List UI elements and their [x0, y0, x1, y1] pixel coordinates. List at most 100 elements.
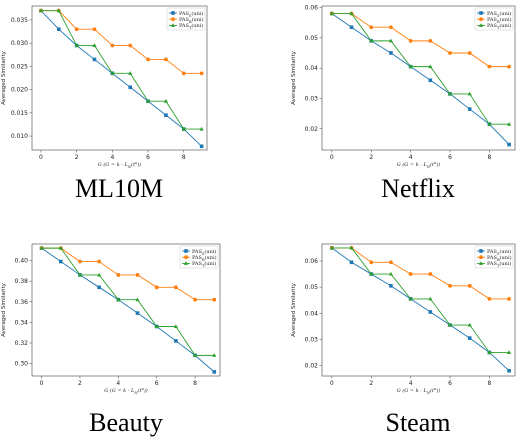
series-line	[41, 247, 215, 373]
data-point	[145, 99, 151, 103]
data-point	[154, 285, 159, 290]
data-point	[56, 8, 61, 13]
data-point	[199, 144, 204, 149]
data-point	[92, 57, 97, 62]
chart-panel-3: 0 2 4 6 8 0.30 0.32 0.34 0.36 0.38 0.40 G (G = k - …	[1, 243, 221, 437]
data-point	[389, 284, 393, 288]
data-point	[388, 271, 394, 276]
y-tick-label: 0.035	[11, 17, 28, 24]
data-point	[74, 27, 79, 32]
data-point	[507, 296, 511, 301]
series-line	[331, 13, 510, 125]
data-point	[349, 25, 354, 30]
x-tick-label: 6	[155, 380, 159, 387]
legend-box	[474, 245, 514, 269]
data-point	[38, 8, 44, 13]
data-point	[428, 38, 433, 43]
data-point	[199, 126, 204, 131]
data-point	[58, 259, 63, 264]
y-tick-label: 0.03	[305, 336, 319, 343]
x-tick-label: 2	[75, 154, 79, 161]
data-point	[507, 142, 511, 147]
x-axis-label: G (G = k - LN(tu))	[104, 387, 148, 395]
data-point	[349, 11, 354, 16]
y-tick-label: 0.30	[15, 361, 29, 368]
data-point	[506, 122, 512, 126]
data-point	[329, 11, 334, 16]
series-triangle	[329, 11, 512, 126]
data-point	[408, 64, 413, 69]
data-point	[97, 259, 102, 264]
y-tick-label: 0.38	[15, 278, 29, 285]
data-point	[128, 43, 133, 48]
data-point	[369, 260, 374, 265]
data-point	[369, 38, 374, 43]
data-point	[110, 71, 115, 75]
x-tick-label: 2	[369, 154, 373, 161]
series-circle	[39, 8, 204, 76]
series-line	[331, 247, 510, 353]
x-tick-label: 4	[409, 380, 413, 387]
legend-marker	[184, 255, 188, 260]
series-triangle	[329, 245, 512, 354]
data-point	[174, 339, 178, 343]
y-axis-label: Averaged Similarity	[1, 50, 7, 105]
legend-marker	[479, 255, 483, 260]
data-point	[428, 296, 433, 301]
chart-panel-2: 0 2 4 6 8 0.02 0.03 0.04 0.05 0.06 G (G = k - LN(t…	[291, 5, 516, 203]
series-line	[331, 247, 510, 372]
x-tick-label: 0	[330, 380, 334, 387]
series-line	[40, 10, 202, 147]
legend-box	[179, 245, 219, 269]
legend-label: PASB(uni)	[487, 16, 512, 24]
legend-marker	[170, 23, 176, 27]
chart-panel-1: 0 2 4 6 8 0.010 0.015 0.020 0.025 0.030 0.035 G (G …	[1, 5, 208, 203]
y-axis-label: Averaged Similarity	[1, 282, 7, 337]
series-line	[331, 247, 510, 300]
x-axis-label: G (G = k - LN(tu))	[98, 161, 142, 169]
data-point	[164, 57, 168, 62]
y-tick-label: 0.02	[305, 363, 319, 370]
data-point	[92, 27, 97, 32]
series-triangle	[38, 8, 204, 131]
data-point	[408, 272, 413, 276]
data-point	[92, 43, 97, 47]
data-point	[349, 245, 354, 250]
data-point	[135, 311, 140, 315]
plot-frame	[321, 5, 516, 151]
data-point	[507, 64, 511, 69]
data-point	[369, 271, 374, 276]
data-point	[193, 297, 197, 302]
x-tick-label: 4	[116, 380, 120, 387]
legend-box	[166, 7, 206, 31]
series-line	[41, 247, 215, 301]
data-point	[173, 324, 178, 328]
y-tick-label: 0.40	[15, 258, 29, 265]
data-point	[447, 91, 453, 96]
x-tick-label: 0	[39, 154, 43, 161]
data-point	[181, 126, 186, 131]
legend-marker	[171, 17, 175, 22]
data-point	[388, 38, 394, 43]
y-tick-label: 0.32	[15, 340, 29, 347]
data-point	[408, 296, 413, 301]
data-point	[389, 25, 393, 30]
data-point	[487, 64, 492, 69]
plot-frame	[321, 243, 516, 377]
data-point	[110, 43, 115, 48]
legend-marker	[479, 249, 483, 253]
legend-marker	[171, 11, 175, 15]
data-point	[487, 122, 492, 126]
legend-label: PAST(uni)	[192, 260, 216, 268]
legend-marker	[479, 11, 483, 15]
legend: PASS(uni)PASB(uni)PAST(uni)	[179, 245, 219, 269]
data-point	[467, 283, 472, 288]
data-point	[39, 245, 44, 250]
data-point	[428, 78, 433, 83]
chart-caption: Netflix	[381, 174, 455, 203]
y-tick-label: 0.025	[11, 63, 28, 70]
x-tick-label: 6	[146, 154, 150, 161]
y-tick-label: 0.05	[305, 35, 319, 42]
data-point	[487, 350, 492, 354]
y-tick-label: 0.015	[11, 110, 28, 117]
